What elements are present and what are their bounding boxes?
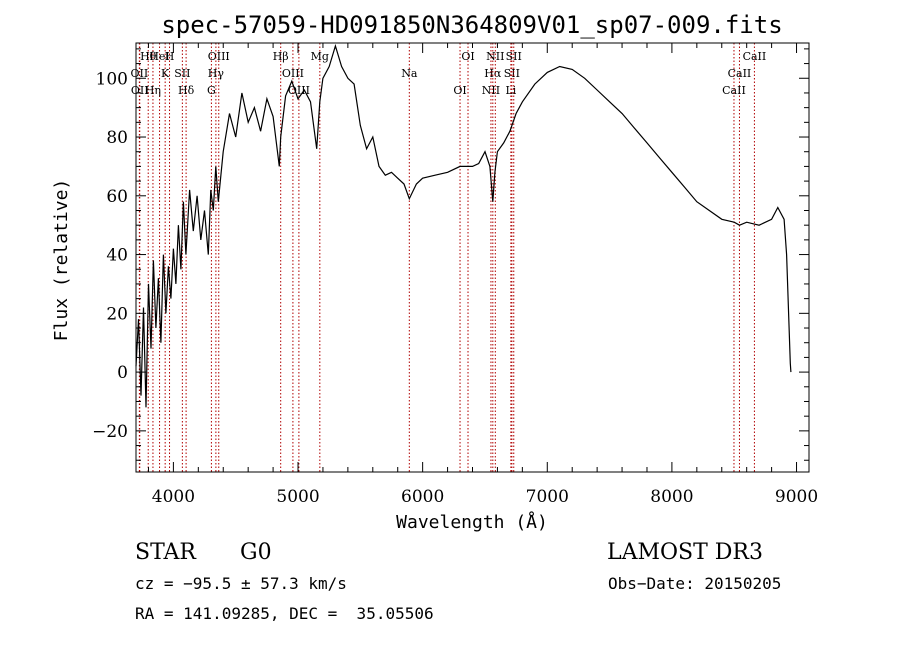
spectral-line-label: OIII — [208, 50, 230, 63]
spectral-line-label: SII — [504, 67, 520, 80]
spectral-line-label: OI — [453, 84, 466, 97]
x-axis: 4000 5000 6000 7000 8000 9000 — [147, 43, 818, 507]
y-tick-label: 100 — [96, 69, 128, 89]
plot-frame — [135, 42, 810, 473]
chart-title: spec-57059-HD091850N364809V01_sp07-009.f… — [161, 11, 782, 39]
y-tick-label: 80 — [106, 128, 128, 148]
survey-name: LAMOST DR3 — [607, 540, 763, 565]
spectral-line-label: OII — [131, 84, 149, 97]
spectral-line-label: SII — [506, 50, 522, 63]
obs-date: Obs−Date: 20150205 — [608, 574, 782, 593]
y-tick-label: −20 — [92, 422, 128, 442]
spectrum-line — [135, 43, 792, 408]
x-tick-label: 4000 — [152, 487, 195, 507]
subclass: G0 — [240, 540, 272, 565]
x-axis-label: Wavelength (Å) — [396, 511, 548, 533]
x-tick-label: 7000 — [526, 487, 569, 507]
spectral-line-label: CaII — [743, 50, 767, 63]
y-axis-label: Flux (relative) — [51, 179, 72, 342]
spectral-line-label: OI — [461, 50, 474, 63]
spectral-line-label: HeI — [149, 50, 169, 63]
x-tick-label: 9000 — [775, 487, 818, 507]
spectral-line-label: Hα — [484, 67, 502, 80]
y-tick-label: 20 — [106, 304, 128, 324]
x-tick-label: 6000 — [401, 487, 444, 507]
spectral-line-markers: HθOIIOIIHeIKHηHSIIHδOIIIHγGHβOIIIOIIIMgN… — [131, 43, 767, 472]
spectral-line-label: Mg — [311, 50, 329, 63]
spectral-line-label: NII — [482, 84, 500, 97]
y-tick-label: 40 — [106, 246, 128, 266]
x-tick-label: 5000 — [276, 487, 319, 507]
spectral-line-label: Na — [401, 67, 418, 80]
spectral-line-label: Hβ — [273, 50, 289, 63]
y-tick-label: 0 — [117, 363, 128, 383]
spectral-line-label: OII — [131, 67, 149, 80]
spectral-line-label: Hη — [145, 84, 161, 97]
coordinates: RA = 141.09285, DEC = 35.05506 — [135, 604, 434, 623]
object-class: STAR — [135, 540, 196, 565]
spectral-line-label: Hθ — [140, 50, 157, 63]
spectral-line-label: CaII — [722, 84, 746, 97]
spectral-line-label: OIII — [282, 67, 304, 80]
spectrum-series — [135, 43, 792, 408]
y-tick-label: 60 — [106, 187, 128, 207]
spectral-line-label: G — [207, 84, 216, 97]
redshift-text: cz = −95.5 ± 57.3 km/s — [135, 574, 347, 593]
spectral-line-label: Hδ — [178, 84, 195, 97]
spectral-line-label: K — [161, 67, 170, 80]
spectral-line-label: Li — [505, 84, 516, 97]
spectral-line-label: H — [165, 50, 175, 63]
spectral-line-label: NII — [486, 50, 504, 63]
y-axis: −20 0 20 40 60 80 100 — [92, 48, 809, 461]
spectral-line-label: CaII — [728, 67, 752, 80]
spectral-line-label: SII — [174, 67, 190, 80]
x-tick-label: 8000 — [650, 487, 693, 507]
spectral-line-label: Hγ — [208, 67, 225, 80]
